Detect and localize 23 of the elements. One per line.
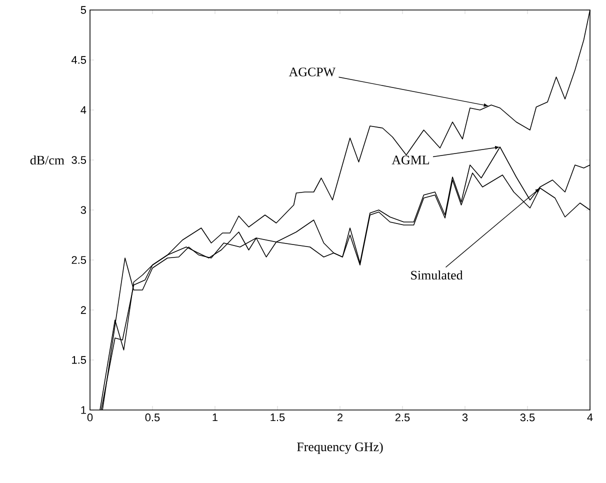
annotation: AGCPW bbox=[288, 68, 336, 76]
x-tick-label: 0.5 bbox=[145, 414, 160, 422]
x-tick-label: 4 bbox=[587, 414, 593, 422]
y-tick-label: 4 bbox=[80, 106, 86, 114]
y-tick-label: 1.5 bbox=[72, 356, 86, 364]
x-tick-label: 2 bbox=[338, 414, 342, 422]
x-tick-label: 2.5 bbox=[395, 414, 410, 422]
y-tick-label: 5 bbox=[80, 6, 86, 14]
y-tick-label: 3 bbox=[80, 206, 86, 214]
x-tick-label: 3.5 bbox=[520, 414, 535, 422]
x-tick-label: 1 bbox=[212, 414, 218, 422]
y-axis-title: dB/cm bbox=[30, 155, 64, 165]
annotation: Simulated bbox=[411, 270, 463, 280]
x-tick-label: 1.5 bbox=[270, 414, 285, 422]
y-tick-label: 3.5 bbox=[72, 156, 86, 164]
x-tick-label: 0 bbox=[87, 414, 93, 422]
x-tick-label: 3 bbox=[462, 414, 468, 422]
y-tick-label: 1 bbox=[81, 406, 86, 414]
y-tick-label: 2.5 bbox=[72, 256, 86, 264]
y-tick-label: 4.5 bbox=[71, 56, 86, 64]
x-axis-title: Frequency GHz) bbox=[297, 442, 383, 454]
annotation: AGML bbox=[392, 156, 430, 164]
y-tick-label: 2 bbox=[80, 306, 86, 314]
